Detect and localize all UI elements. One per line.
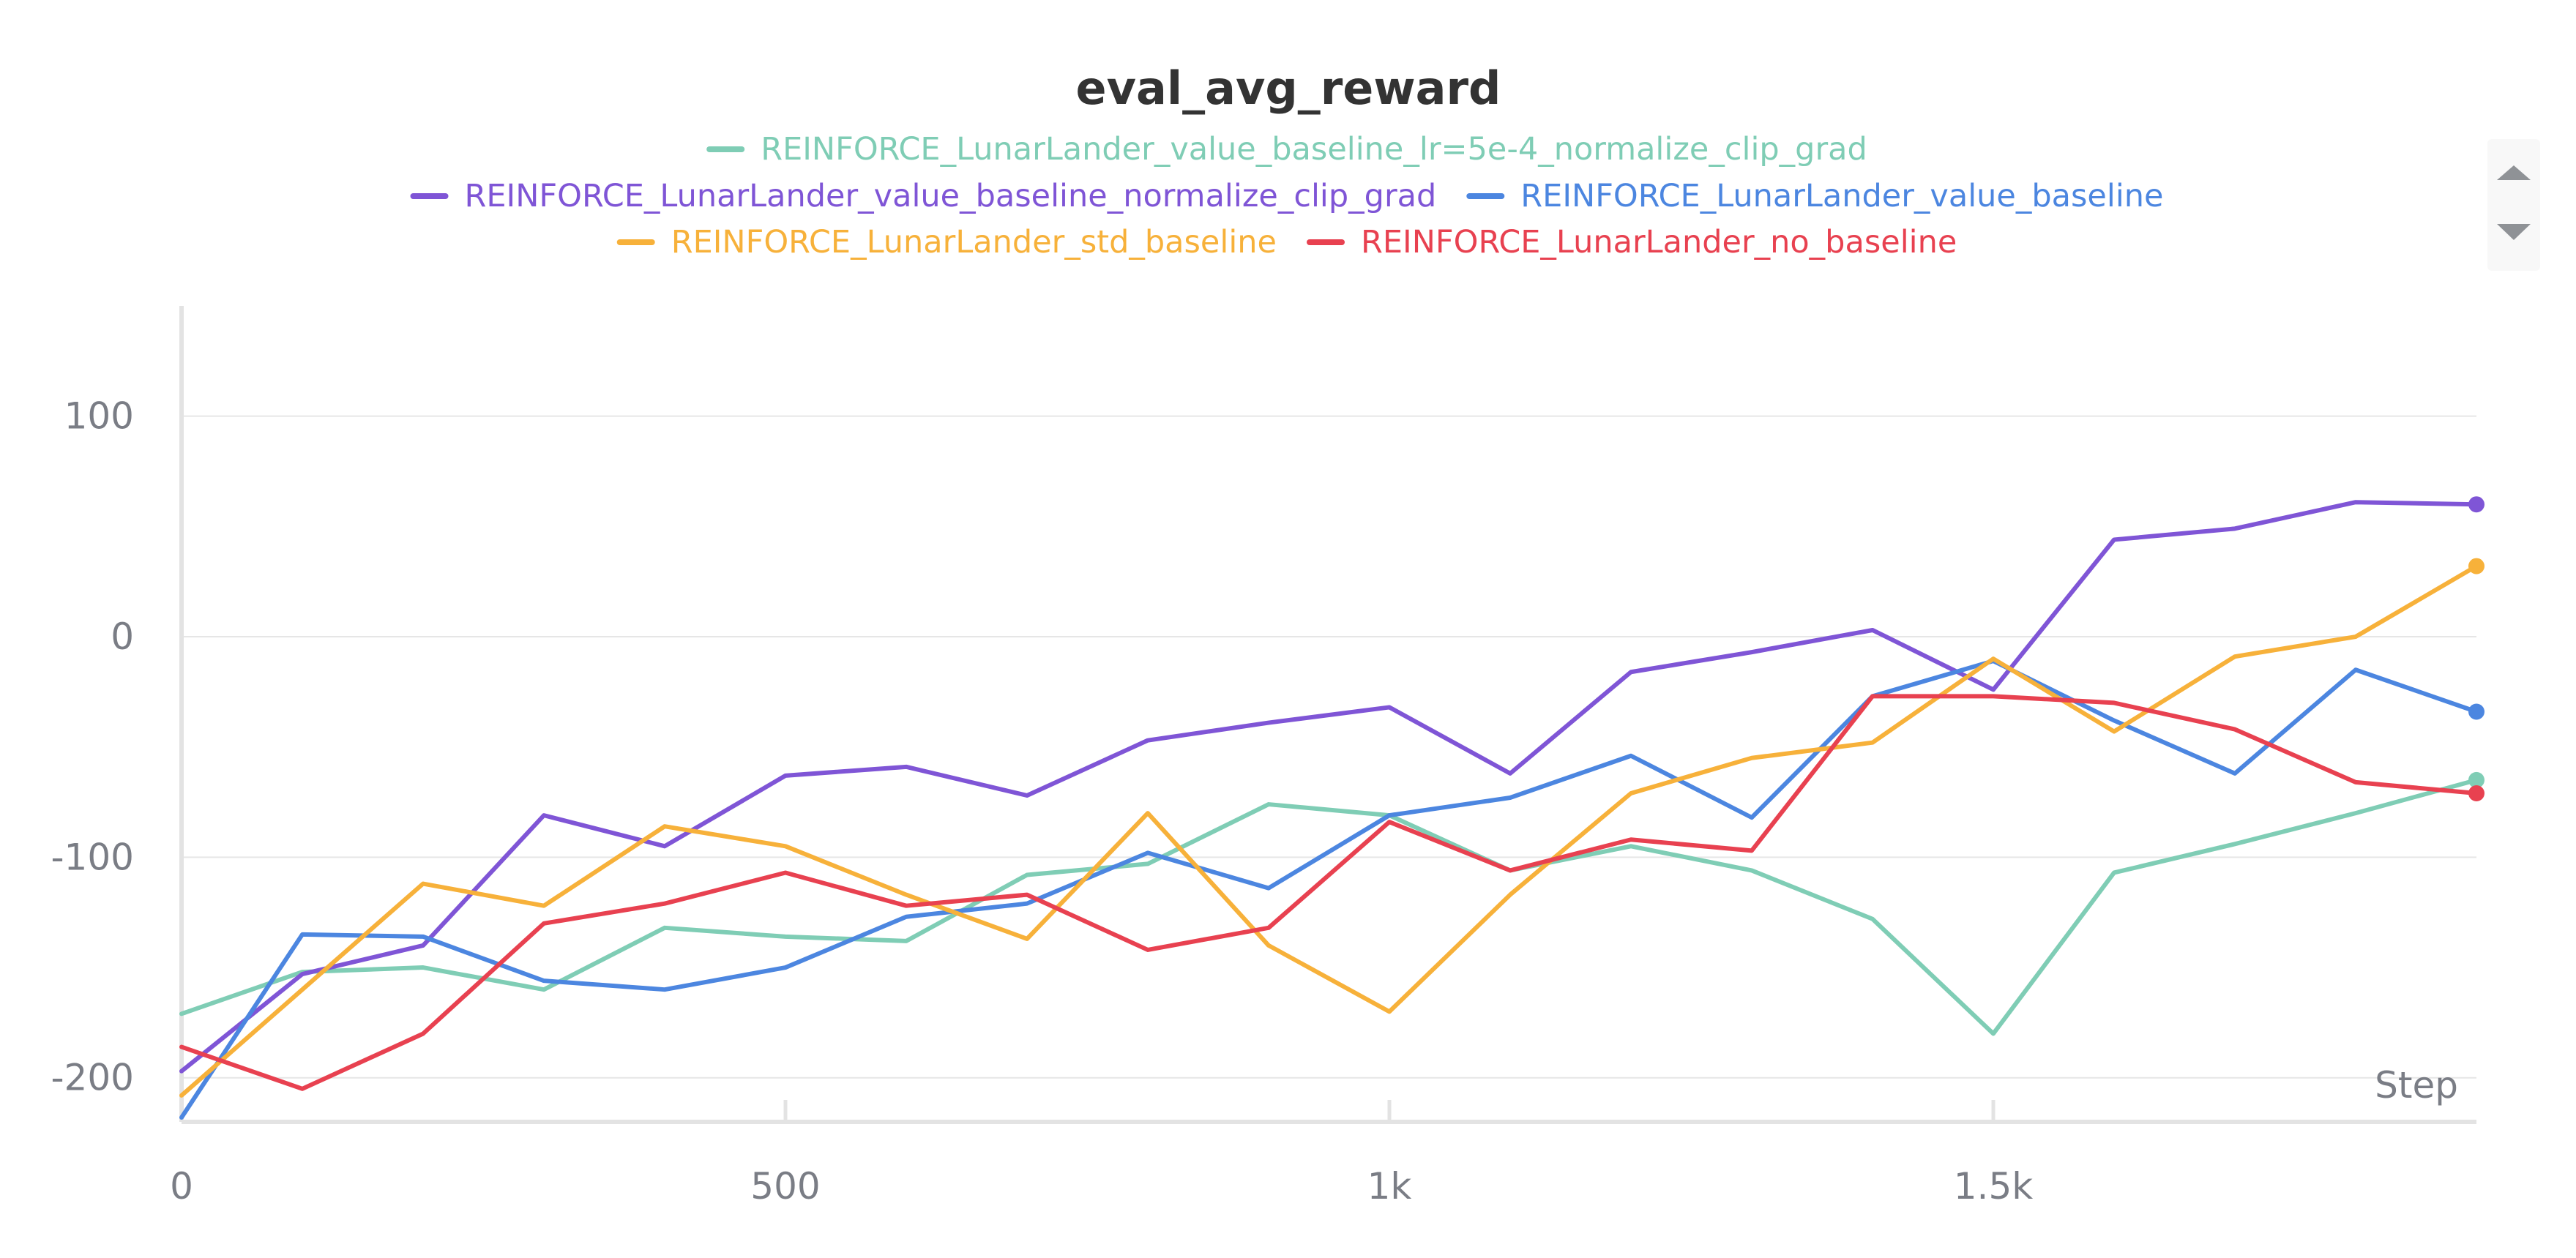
series-end-point <box>2468 558 2484 574</box>
series-end-point <box>2468 785 2484 801</box>
series-end-point <box>2468 703 2484 720</box>
axes: 100 0 -100 -200 0 500 1k 1.5k <box>51 306 2476 1208</box>
scroll-down-icon[interactable] <box>2497 224 2531 240</box>
legend-label: REINFORCE_LunarLander_no_baseline <box>1361 224 1957 261</box>
legend-label: REINFORCE_LunarLander_value_baseline_nor… <box>465 178 1437 214</box>
legend-label: REINFORCE_LunarLander_value_baseline <box>1520 178 2163 214</box>
y-tick-label: -100 <box>51 836 134 878</box>
x-axis-label: Step <box>2375 1064 2458 1107</box>
scroll-up-icon[interactable] <box>2497 165 2531 180</box>
series-end-point <box>2468 496 2484 513</box>
legend-scroll-track <box>2487 139 2540 271</box>
legend: REINFORCE_LunarLander_value_baseline_lr=… <box>410 131 2163 261</box>
series-line <box>179 564 2479 1098</box>
x-tick-label: 0 <box>170 1165 193 1208</box>
chart-title: eval_avg_reward <box>1076 61 1501 115</box>
x-tick-label: 500 <box>750 1165 820 1208</box>
y-tick-label: -200 <box>51 1057 134 1099</box>
series-line <box>179 694 2479 1091</box>
series-line <box>179 500 2479 1074</box>
legend-scroll[interactable] <box>2487 139 2540 271</box>
series-end-point <box>2468 771 2484 788</box>
series-lines <box>179 496 2484 1120</box>
x-tick-label: 1k <box>1367 1165 1412 1208</box>
series-line <box>179 659 2479 1120</box>
y-tick-label: 0 <box>111 615 134 658</box>
y-tick-label: 100 <box>64 395 134 438</box>
x-tick-label: 1.5k <box>1954 1165 2034 1208</box>
legend-label: REINFORCE_LunarLander_value_baseline_lr=… <box>761 131 1867 168</box>
series-line <box>179 777 2479 1036</box>
grid-lines <box>182 415 2476 1079</box>
legend-label: REINFORCE_LunarLander_std_baseline <box>671 224 1277 261</box>
